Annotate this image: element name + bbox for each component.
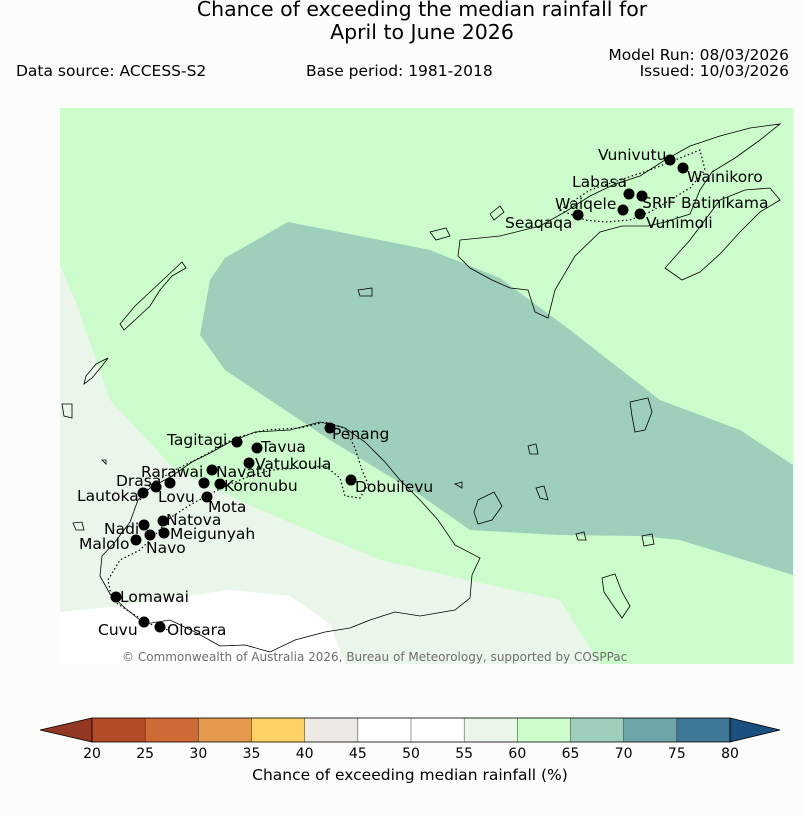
station-marker xyxy=(634,208,646,220)
station-marker xyxy=(158,527,170,539)
coastlines xyxy=(61,123,782,653)
station-label: Drasa xyxy=(116,472,161,490)
colorbar-segment xyxy=(676,718,730,742)
station-label: Mota xyxy=(208,498,246,516)
station-label: Koronubu xyxy=(224,477,298,495)
zone-65-70 xyxy=(200,222,793,575)
station-marker xyxy=(164,477,176,489)
station-label: Seaqaqa xyxy=(505,214,573,232)
station-label: Meigunyah xyxy=(170,525,255,543)
station-marker xyxy=(617,204,629,216)
station-label: Penang xyxy=(332,425,389,443)
station-marker xyxy=(623,188,635,200)
station-label: Lautoka xyxy=(77,487,139,505)
station-marker xyxy=(324,422,336,434)
station-label: Wainikoro xyxy=(687,168,763,186)
map-title: Chance of exceeding the median rainfall … xyxy=(0,0,804,44)
station-label: Rarawai xyxy=(141,463,203,481)
colorbar-tick-label: 40 xyxy=(296,746,314,762)
province-boundaries xyxy=(107,149,706,631)
colorbar-tick-label: 35 xyxy=(243,746,261,762)
station-marker xyxy=(677,162,689,174)
station-marker xyxy=(231,436,243,448)
zone-50-55 xyxy=(60,590,345,664)
colorbar-segment xyxy=(464,718,518,742)
station-marker xyxy=(201,491,213,503)
station-label: Tavua xyxy=(260,438,306,456)
station-marker xyxy=(636,190,648,202)
title-line-1: Chance of exceeding the median rainfall … xyxy=(196,0,648,21)
colorbar-segment xyxy=(304,718,358,742)
station-label: Lomawai xyxy=(120,588,189,606)
colorbar-segment xyxy=(92,718,146,742)
station-label: Navo xyxy=(146,539,186,557)
station-marker xyxy=(206,464,218,476)
station-label: Malolo xyxy=(79,535,129,553)
station-label: Tagitagi xyxy=(166,431,227,449)
station-marker xyxy=(144,529,156,541)
colorbar-over-arrow xyxy=(729,717,781,743)
colorbar-segment xyxy=(411,718,465,742)
colorbar-tick-label: 80 xyxy=(721,746,739,762)
title-line-2: April to June 2026 xyxy=(330,20,514,44)
data-source: Data source: ACCESS-S2 xyxy=(16,62,207,80)
issued-date: Issued: 10/03/2026 xyxy=(639,62,789,80)
station-marker xyxy=(664,154,676,166)
station-label: Olosara xyxy=(167,621,226,639)
station-marker xyxy=(345,474,357,486)
colorbar-tick-label: 55 xyxy=(455,746,473,762)
colorbar-tick-label: 25 xyxy=(136,746,154,762)
colorbar-segment xyxy=(517,718,571,742)
colorbar-tick-label: 75 xyxy=(668,746,686,762)
colorbar-segment xyxy=(570,718,624,742)
station-marker xyxy=(138,616,150,628)
colorbar-tick-label: 50 xyxy=(402,746,420,762)
station-label: Nadi xyxy=(104,520,139,538)
station-marker xyxy=(157,515,169,527)
colorbar-tick-label: 65 xyxy=(562,746,580,762)
copyright-notice: © Commonwealth of Australia 2026, Bureau… xyxy=(122,650,627,664)
station-marker xyxy=(110,591,122,603)
station-marker xyxy=(214,478,226,490)
colorbar-segment xyxy=(198,718,252,742)
station-label: Vatukoula xyxy=(255,455,331,473)
station-marker xyxy=(198,477,210,489)
station-marker xyxy=(130,534,142,546)
colorbar: 20 25 30 35 40 45 50 55 60 65 70 75 80 xyxy=(39,717,781,762)
station-marker xyxy=(243,457,255,469)
station-marker xyxy=(572,209,584,221)
station-label: Cuvu xyxy=(98,621,138,639)
station-label: Vunimoli xyxy=(646,214,713,232)
station-label: Vunivutu xyxy=(598,146,666,164)
station-marker xyxy=(137,487,149,499)
colorbar-label: Chance of exceeding median rainfall (%) xyxy=(252,766,568,784)
colorbar-tick-label: 20 xyxy=(83,746,101,762)
colorbar-segment xyxy=(251,718,305,742)
station-layer: Vunivutu Wainikoro Labasa Waiqele SRIF Batin… xyxy=(77,146,768,639)
colorbar-segment xyxy=(623,718,677,742)
station-label: Dobuilevu xyxy=(355,478,433,496)
colorbar-tick-label: 60 xyxy=(508,746,526,762)
station-marker xyxy=(138,519,150,531)
station-label: Lovu xyxy=(158,488,195,506)
station-label: Labasa xyxy=(572,173,627,191)
colorbar-tick-label: 45 xyxy=(349,746,367,762)
colorbar-under-arrow xyxy=(39,717,93,743)
probability-field xyxy=(60,108,793,664)
colorbar-tick-label: 70 xyxy=(615,746,633,762)
model-run: Model Run: 08/03/2026 xyxy=(608,46,789,64)
colorbar-segment xyxy=(145,718,199,742)
station-marker xyxy=(150,481,162,493)
colorbar-segment xyxy=(357,718,411,742)
colorbar-tick-label: 30 xyxy=(189,746,207,762)
station-label: Natova xyxy=(166,511,221,529)
station-label: Waiqele xyxy=(555,195,616,213)
station-marker xyxy=(154,621,166,633)
station-label: SRIF Batinikama xyxy=(642,194,768,212)
station-marker xyxy=(251,442,263,454)
zone-55-60 xyxy=(60,265,600,664)
station-label: Navatu xyxy=(216,463,272,481)
base-period: Base period: 1981-2018 xyxy=(306,62,493,80)
